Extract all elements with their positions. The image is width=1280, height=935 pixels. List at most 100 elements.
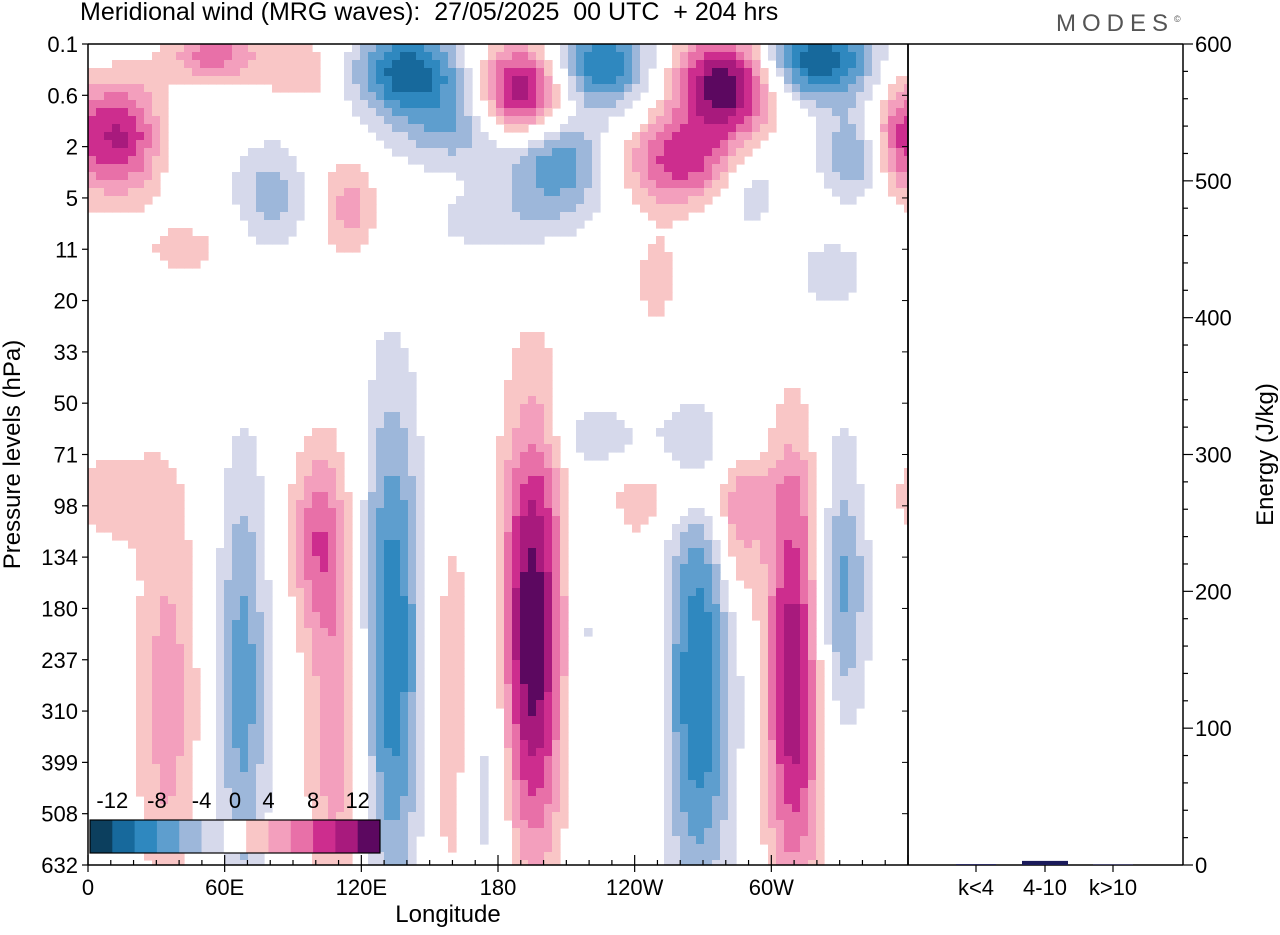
field-cell <box>368 52 377 61</box>
field-cell <box>856 44 865 53</box>
field-cell <box>384 76 393 85</box>
field-cell <box>800 628 809 637</box>
field-cell <box>368 556 377 565</box>
field-cell <box>416 796 425 805</box>
field-cell <box>680 84 689 93</box>
field-cell <box>344 164 353 173</box>
field-cell <box>88 516 97 525</box>
field-cell <box>232 604 241 613</box>
field-cell <box>704 84 713 93</box>
field-cell <box>752 188 761 197</box>
field-cell <box>184 44 193 53</box>
field-cell <box>560 780 569 789</box>
field-cell <box>480 820 489 829</box>
field-cell <box>880 124 889 133</box>
field-cell <box>376 92 385 101</box>
field-cell <box>608 52 617 61</box>
field-cell <box>328 452 337 461</box>
field-cell <box>472 140 481 149</box>
field-cell <box>312 748 321 757</box>
field-cell <box>672 716 681 725</box>
field-cell <box>96 508 105 517</box>
field-cell <box>456 132 465 141</box>
field-cell <box>408 524 417 533</box>
field-cell <box>304 708 313 717</box>
field-cell <box>760 180 769 189</box>
field-cell <box>400 436 409 445</box>
field-cell <box>568 172 577 181</box>
field-cell <box>152 140 161 149</box>
field-cell <box>192 44 201 53</box>
field-cell <box>816 836 825 845</box>
field-cell <box>472 164 481 173</box>
field-cell <box>808 684 817 693</box>
field-cell <box>560 732 569 741</box>
field-cell <box>504 172 513 181</box>
field-cell <box>320 460 329 469</box>
field-cell <box>240 540 249 549</box>
field-cell <box>768 660 777 669</box>
field-cell <box>440 148 449 157</box>
field-cell <box>528 812 537 821</box>
field-cell <box>880 156 889 165</box>
field-cell <box>400 452 409 461</box>
field-cell <box>512 756 521 765</box>
field-cell <box>384 388 393 397</box>
field-cell <box>832 124 841 133</box>
field-cell <box>336 508 345 517</box>
field-cell <box>408 796 417 805</box>
field-cell <box>800 764 809 773</box>
field-cell <box>248 460 257 469</box>
field-cell <box>368 644 377 653</box>
field-cell <box>808 84 817 93</box>
field-cell <box>328 588 337 597</box>
field-cell <box>664 636 673 645</box>
field-cell <box>320 476 329 485</box>
field-cell <box>360 220 369 229</box>
field-cell <box>880 132 889 141</box>
field-cell <box>704 828 713 837</box>
field-cell <box>176 540 185 549</box>
field-cell <box>504 532 513 541</box>
field-cell <box>536 108 545 117</box>
field-cell <box>512 124 521 133</box>
field-cell <box>856 484 865 493</box>
field-cell <box>648 508 657 517</box>
field-cell <box>232 564 241 573</box>
field-cell <box>368 116 377 125</box>
field-cell <box>744 492 753 501</box>
field-cell <box>536 460 545 469</box>
field-cell <box>632 524 641 533</box>
field-cell <box>688 756 697 765</box>
field-cell <box>896 76 905 85</box>
field-cell <box>312 548 321 557</box>
field-cell <box>712 796 721 805</box>
field-cell <box>800 668 809 677</box>
field-cell <box>848 500 857 509</box>
field-cell <box>256 196 265 205</box>
field-cell <box>256 180 265 189</box>
field-cell <box>384 420 393 429</box>
field-cell <box>104 92 113 101</box>
field-cell <box>704 188 713 197</box>
field-cell <box>448 772 457 781</box>
field-cell <box>752 580 761 589</box>
field-cell <box>824 244 833 253</box>
field-cell <box>704 524 713 533</box>
field-cell <box>176 228 185 237</box>
field-cell <box>152 92 161 101</box>
field-cell <box>400 564 409 573</box>
field-cell <box>552 628 561 637</box>
field-cell <box>840 84 849 93</box>
field-cell <box>312 716 321 725</box>
field-cell <box>304 452 313 461</box>
field-cell <box>688 460 697 469</box>
field-cell <box>384 804 393 813</box>
field-cell <box>296 588 305 597</box>
field-cell <box>392 60 401 69</box>
field-cell <box>840 284 849 293</box>
field-cell <box>832 476 841 485</box>
field-cell <box>696 780 705 789</box>
field-cell <box>376 84 385 93</box>
field-cell <box>896 132 905 141</box>
